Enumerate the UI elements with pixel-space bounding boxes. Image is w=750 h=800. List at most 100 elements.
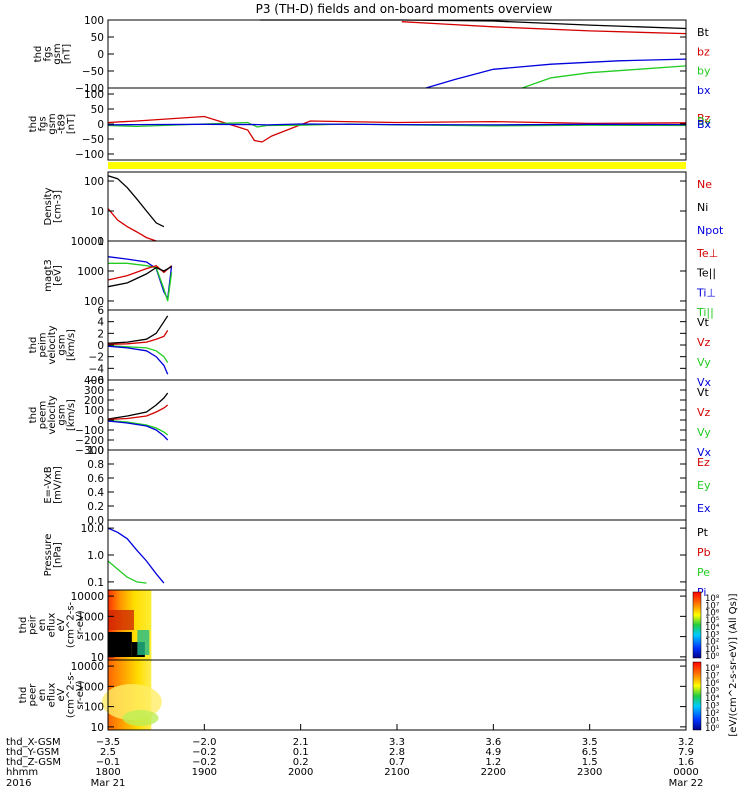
panel-3: 100 10 1 Density[cm-3] Ne Ni Npot xyxy=(43,171,724,248)
series-line xyxy=(107,208,157,242)
colorbar-tick-label: 10⁷ xyxy=(705,601,720,611)
y-tick-label: −2 xyxy=(89,352,104,364)
colorbar-tick-label: 10⁴ xyxy=(705,623,720,633)
time-axis-value: 0.1 xyxy=(293,747,309,758)
time-axis-value: 3.3 xyxy=(389,737,405,748)
series-line xyxy=(107,392,169,420)
legend-entry: Ti|| xyxy=(696,306,714,319)
y-axis-label: Density xyxy=(43,187,54,225)
colorbars: 10⁸10⁷10⁶10⁵10⁴10³10²10¹10⁰10⁸10⁷10⁶10⁵1… xyxy=(692,591,739,737)
y-tick-label: 4 xyxy=(97,317,104,329)
spectrogram-band xyxy=(108,610,135,630)
panel-8: 10.0 1.0 0.1 Pressure[nPa] Pt Pb Pe Pi xyxy=(43,519,711,599)
y-tick-label: 1000 xyxy=(77,266,104,278)
legend-entry: Vt xyxy=(697,386,710,399)
legend-entry: Ey xyxy=(697,479,711,492)
time-axis-row-label: thd_Z-GSM xyxy=(6,757,61,768)
panel-10: 10000 1000 100 10 thdpeerenefluxeV(cm^2-s-sr… xyxy=(18,659,687,734)
yellow-bar xyxy=(108,162,686,169)
y-axis-label: en xyxy=(37,689,48,702)
y-axis-label: en xyxy=(37,619,48,632)
y-tick-label: −4 xyxy=(89,363,105,375)
y-tick-label: 10000 xyxy=(71,591,104,603)
y-tick-label: 0.8 xyxy=(87,459,104,471)
y-axis-label: fgs xyxy=(43,46,54,61)
time-axis-value: 0.2 xyxy=(293,757,309,768)
y-tick-label: −50 xyxy=(82,66,104,78)
time-axis-row-label: thd_X-GSM xyxy=(6,737,61,748)
y-tick-label: 10000 xyxy=(71,236,104,248)
y-tick-label: 6 xyxy=(97,305,104,317)
colorbar-tick-label: 10² xyxy=(705,638,719,648)
legend-entry: Te|| xyxy=(696,267,716,280)
y-tick-label: 0.6 xyxy=(87,473,104,485)
legend-entry: Te⊥ xyxy=(696,247,718,260)
y-tick-label: 100 xyxy=(84,15,104,27)
series-line xyxy=(107,344,169,363)
y-axis-label: peem xyxy=(38,401,49,429)
time-axis-value: 1.2 xyxy=(485,757,501,768)
panel-frame xyxy=(107,379,687,451)
y-axis-label: [km/s] xyxy=(66,329,77,361)
y-tick-label: −200 xyxy=(75,435,104,447)
series-line xyxy=(107,419,169,436)
spectrogram-feature xyxy=(122,710,159,726)
colorbar-tick-label: 10⁶ xyxy=(705,679,720,689)
legend-entry: Bt xyxy=(697,26,710,39)
legend-entry: Vz xyxy=(697,406,711,419)
legend-entry: Vy xyxy=(697,356,711,369)
panels: 100500−50−100thdfgsgsm[nT]Btbzbybx100500… xyxy=(18,15,724,734)
y-axis-label: velocity xyxy=(47,395,58,434)
colorbar-tick-label: 10⁸ xyxy=(705,664,720,674)
colorbar xyxy=(692,661,702,731)
time-axis-row-label: hhmm xyxy=(6,767,38,778)
legend-entry: Vz xyxy=(697,336,711,349)
y-tick-label: 100 xyxy=(84,296,104,308)
y-axis-label: gsm xyxy=(47,113,58,134)
y-axis-label: [cm-3] xyxy=(53,190,64,223)
time-axis-value: 7.9 xyxy=(678,747,694,758)
time-axis-value: 3.2 xyxy=(678,737,694,748)
panel-frame xyxy=(107,449,687,521)
y-axis-label: [nPa] xyxy=(53,542,64,568)
spectrogram-dark-region xyxy=(108,632,132,657)
y-tick-label: 0 xyxy=(97,49,104,61)
y-tick-label: 10000 xyxy=(71,661,104,673)
panel-9: 10000 1000 100 10 thdpeirenefluxeV(cm^2-s-sr… xyxy=(18,589,687,664)
time-axis-value: 3.5 xyxy=(582,737,598,748)
y-axis-label: peer xyxy=(28,683,39,707)
y-axis-label: [mV/m] xyxy=(53,466,64,504)
y-axis-label: thd xyxy=(18,617,29,634)
y-axis-label: [nT] xyxy=(66,114,77,134)
series-line xyxy=(425,58,687,89)
y-axis-label: gsm xyxy=(57,334,68,355)
spectrogram-band xyxy=(137,630,150,655)
y-axis-label: sr-eV) xyxy=(75,680,86,709)
colorbar-tick-label: 10⁷ xyxy=(705,672,720,682)
series-line xyxy=(107,345,169,375)
legend-entry: Ex xyxy=(697,502,711,515)
series-line xyxy=(107,123,687,126)
legend-entry: Pe xyxy=(697,566,710,579)
series-line xyxy=(107,560,147,584)
legend-entry: Ez xyxy=(697,456,710,469)
time-axis-value: 2100 xyxy=(384,767,409,778)
time-axis-value: −3.5 xyxy=(96,737,120,748)
series-line xyxy=(107,404,169,421)
y-tick-label: 50 xyxy=(91,104,104,116)
colorbar xyxy=(692,591,702,659)
time-axis-value: −0.2 xyxy=(192,757,216,768)
y-tick-label: 1.0 xyxy=(87,550,104,562)
y-tick-label: 200 xyxy=(84,395,104,407)
series-line xyxy=(107,266,172,288)
legend-entry: Vt xyxy=(697,316,710,329)
y-axis-label: velocity xyxy=(47,325,58,364)
y-axis-label: gsm xyxy=(57,404,68,425)
legend-entry: by xyxy=(697,65,711,78)
legend-entry: Bz xyxy=(697,112,711,125)
time-axis-value: 1.5 xyxy=(582,757,598,768)
y-tick-label: 0 xyxy=(97,340,104,352)
